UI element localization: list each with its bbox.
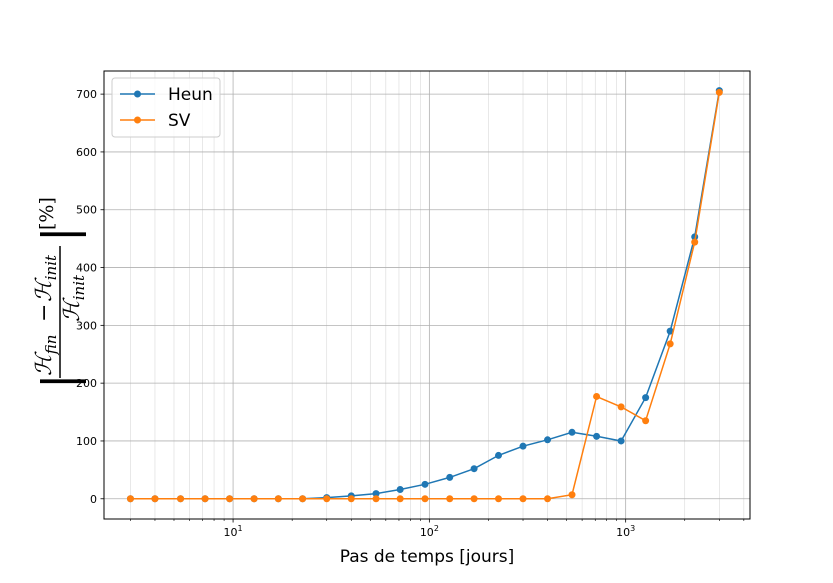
data-point-sv: [446, 495, 454, 503]
y-label-unit: [%]: [36, 197, 58, 230]
data-point-heun: [421, 480, 429, 488]
data-point-sv: [347, 495, 355, 503]
y-label-num-left: ℋfin: [32, 335, 60, 376]
major-grid: [104, 71, 750, 519]
data-point-sv: [642, 417, 650, 425]
series-line-sv: [130, 92, 721, 500]
y-label-den: ℋinit: [60, 274, 88, 322]
legend-sv-label: SV: [168, 111, 191, 131]
data-point-sv: [666, 340, 674, 348]
y-tick-label: 200: [76, 377, 97, 390]
data-point-heun: [519, 442, 527, 450]
data-point-sv: [177, 495, 185, 503]
data-point-sv: [715, 88, 723, 96]
y-label-num-right: ℋinit: [32, 254, 60, 302]
legend-heun-marker: [134, 90, 141, 98]
data-point-sv: [151, 495, 159, 503]
data-point-sv: [494, 495, 502, 503]
data-point-sv: [250, 495, 258, 503]
y-label-abs-left: |: [32, 374, 86, 390]
data-point-sv: [519, 495, 527, 503]
data-point-heun: [396, 486, 404, 494]
data-point-heun: [544, 436, 552, 444]
legend-item-sv: SV: [120, 111, 191, 131]
data-point-sv: [593, 392, 601, 400]
y-tick-label: 700: [76, 88, 97, 101]
y-tick-label: 500: [76, 204, 97, 217]
y-tick-label: 400: [76, 262, 97, 275]
data-point-heun: [446, 473, 454, 481]
data-point-sv: [372, 495, 380, 503]
data-point-heun: [470, 465, 478, 473]
data-point-heun: [642, 394, 650, 402]
x-tick-label: 102: [420, 524, 439, 539]
data-point-sv: [274, 495, 282, 503]
x-tick-label: 103: [616, 524, 635, 539]
data-point-sv: [691, 238, 699, 246]
data-point-heun: [372, 490, 380, 498]
y-tick-label: 600: [76, 146, 97, 159]
legend: Heun SV: [111, 77, 221, 138]
legend-item-heun: Heun: [120, 85, 213, 105]
data-point-sv: [299, 495, 307, 503]
y-label-minus: −: [32, 304, 57, 322]
legend-sv-marker: [134, 116, 141, 124]
y-label-abs-right: |: [32, 227, 86, 243]
data-point-sv: [568, 491, 576, 499]
data-point-sv: [396, 495, 404, 503]
minor-grid: [130, 71, 745, 519]
data-point-sv: [201, 495, 209, 503]
data-point-sv: [226, 495, 234, 503]
legend-heun-label: Heun: [168, 85, 213, 105]
data-point-sv: [126, 495, 134, 503]
x-tick-label: 101: [224, 524, 243, 539]
data-point-heun: [666, 327, 674, 335]
data-point-heun: [617, 437, 625, 445]
data-point-sv: [323, 495, 331, 503]
data-point-sv: [470, 495, 478, 503]
axis-ticks: 101 102 103 0 100 200 300 400 500 600 700: [76, 88, 745, 539]
y-tick-label: 0: [90, 493, 97, 506]
x-axis-label: Pas de temps [jours]: [340, 547, 515, 567]
y-axis-label: | ℋfin − ℋinit ℋinit | [%]: [32, 197, 88, 389]
data-point-sv: [421, 495, 429, 503]
data-point-heun: [568, 428, 576, 436]
data-point-heun: [494, 451, 502, 459]
series-layer: [126, 87, 723, 503]
data-point-heun: [593, 432, 601, 440]
data-point-sv: [544, 495, 552, 503]
y-tick-label: 300: [76, 319, 97, 332]
data-point-sv: [617, 403, 625, 411]
plot-frame: [103, 70, 751, 520]
y-tick-label: 100: [76, 435, 97, 448]
